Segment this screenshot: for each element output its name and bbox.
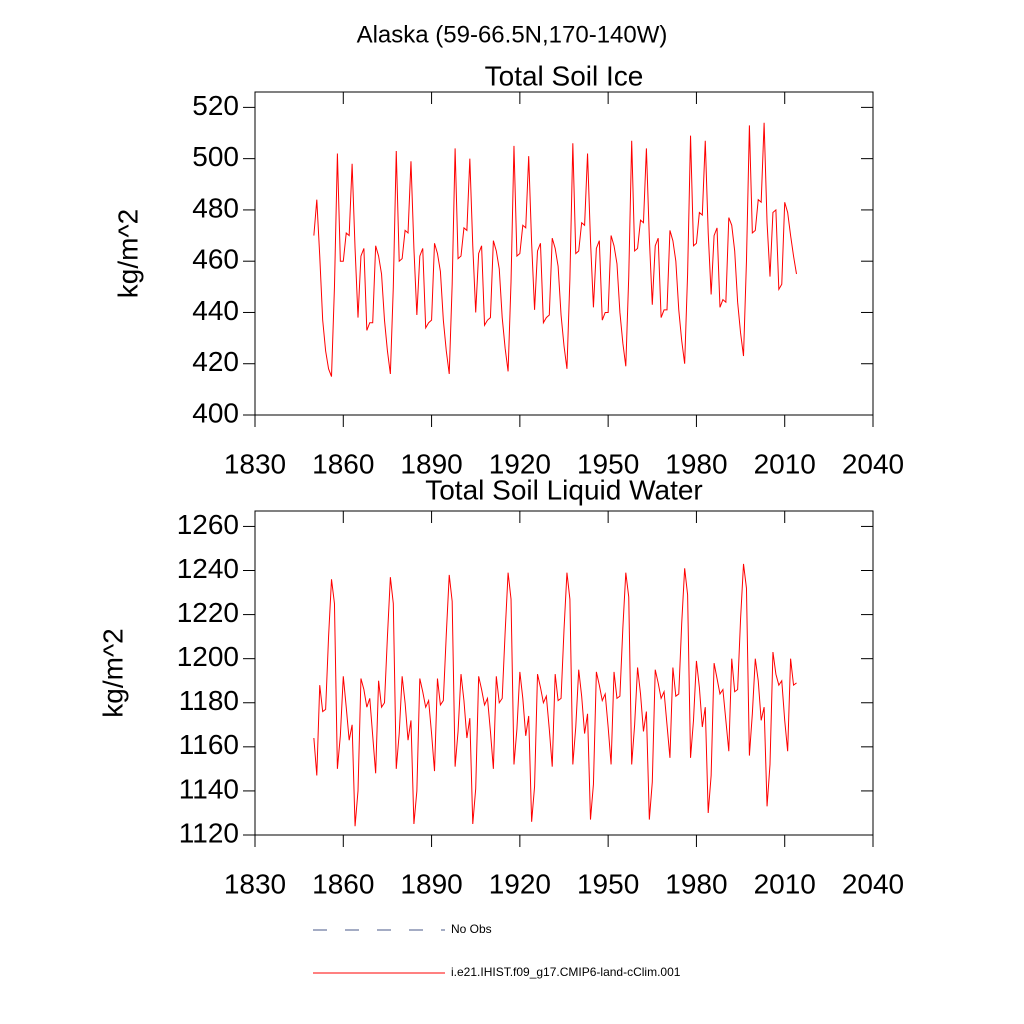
plot-frame <box>254 510 874 836</box>
x-tick-label: 1890 <box>400 868 462 899</box>
x-tick-label: 2040 <box>842 868 904 899</box>
y-tick-label: 1140 <box>179 773 239 804</box>
data-line <box>313 122 797 377</box>
y-tick-label: 460 <box>192 244 239 275</box>
x-tick-label: 2010 <box>754 868 816 899</box>
y-tick-label: 480 <box>192 192 239 223</box>
y-tick-label: 1220 <box>177 597 239 628</box>
y-tick-label: 1120 <box>179 817 239 848</box>
x-tick-label: 1830 <box>224 868 286 899</box>
panel-title: Total Soil Ice <box>485 60 644 91</box>
y-tick-label: 500 <box>192 141 239 172</box>
x-tick-label: 1920 <box>489 868 551 899</box>
y-tick-label: 400 <box>192 397 239 428</box>
plot-frame <box>254 91 874 416</box>
x-tick-label: 2010 <box>754 448 816 479</box>
x-tick-label: 1980 <box>665 868 727 899</box>
y-tick-label: 420 <box>192 346 239 377</box>
figure-title: Alaska (59-66.5N,170-140W) <box>357 21 668 48</box>
y-tick-label: 1160 <box>179 729 239 760</box>
data-line <box>313 563 797 827</box>
y-tick-label: 1200 <box>177 641 239 672</box>
x-tick-label: 1860 <box>312 868 374 899</box>
legend-label: No Obs <box>451 922 492 936</box>
x-tick-label: 1890 <box>400 448 462 479</box>
x-tick-label: 2040 <box>842 448 904 479</box>
legend-label: i.e21.IHIST.f09_g17.CMIP6-land-cClim.001 <box>451 965 681 979</box>
y-tick-label: 1240 <box>177 553 239 584</box>
y-tick-label: 520 <box>192 90 239 121</box>
panel-title: Total Soil Liquid Water <box>425 474 703 505</box>
x-tick-label: 1830 <box>224 448 286 479</box>
x-tick-label: 1950 <box>577 448 639 479</box>
x-tick-label: 1860 <box>312 448 374 479</box>
y-tick-label: 440 <box>192 295 239 326</box>
y-axis-label: kg/m^2 <box>97 628 128 717</box>
y-axis-label: kg/m^2 <box>112 209 143 298</box>
y-tick-label: 1180 <box>179 685 239 716</box>
x-tick-label: 1950 <box>577 868 639 899</box>
x-tick-label: 1920 <box>489 448 551 479</box>
x-tick-label: 1980 <box>665 448 727 479</box>
y-tick-label: 1260 <box>177 509 239 540</box>
